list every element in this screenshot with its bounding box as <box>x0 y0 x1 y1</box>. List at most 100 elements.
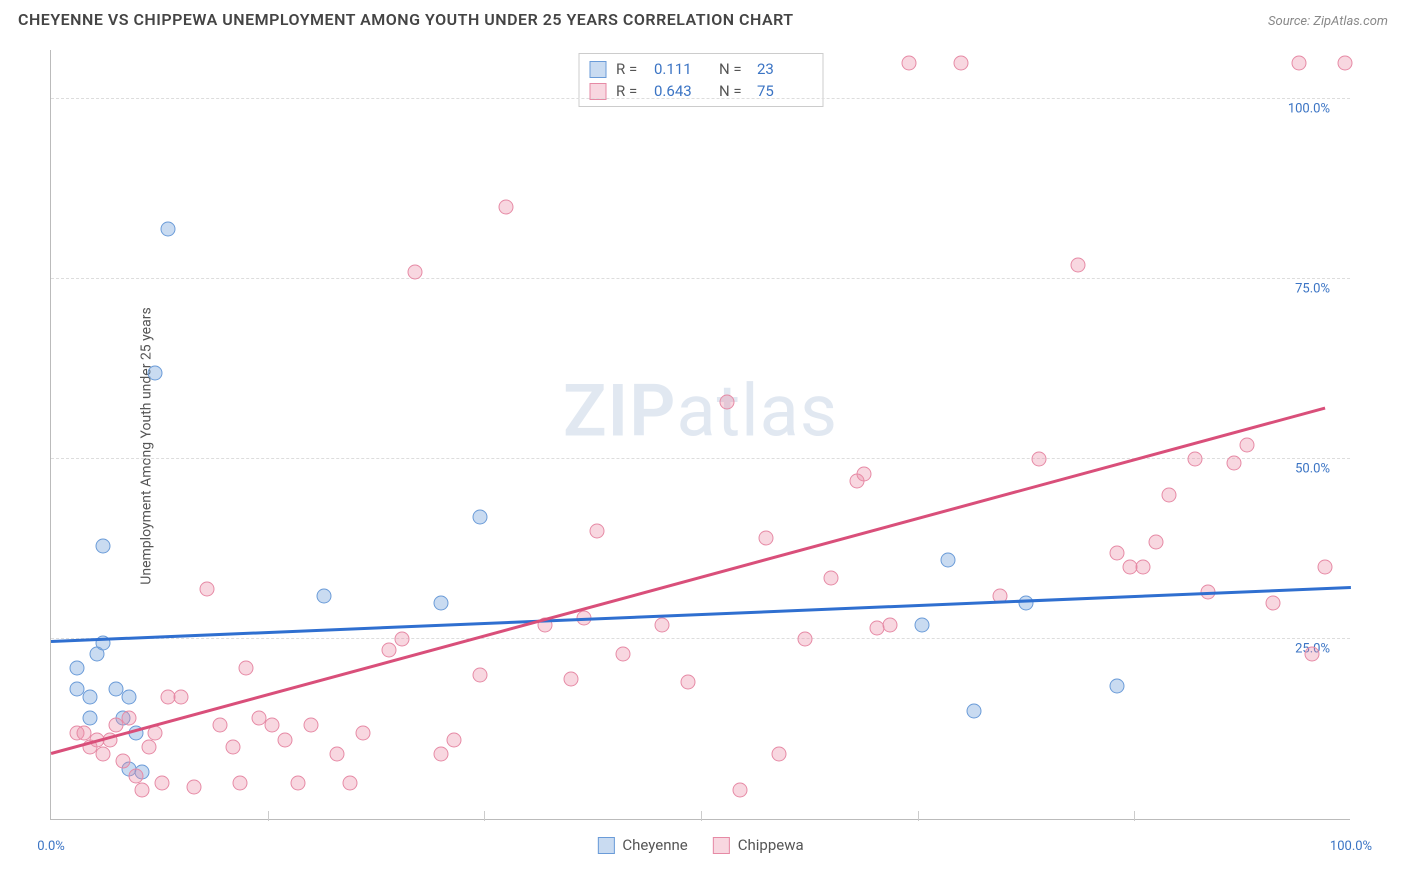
data-point <box>382 642 397 657</box>
data-point <box>941 552 956 567</box>
plot-area: ZIPatlas R =0.111N =23R =0.643N =75 Chey… <box>50 50 1350 820</box>
legend-label: Cheyenne <box>622 836 687 854</box>
data-point <box>200 581 215 596</box>
trend-line <box>51 586 1351 642</box>
data-point <box>304 718 319 733</box>
data-point <box>590 524 605 539</box>
data-point <box>655 617 670 632</box>
data-point <box>733 783 748 798</box>
watermark: ZIPatlas <box>563 369 838 454</box>
data-point <box>967 704 982 719</box>
data-point <box>447 732 462 747</box>
data-point <box>1149 534 1164 549</box>
gridline <box>51 458 1350 459</box>
y-tick-label: 50.0% <box>1295 462 1330 477</box>
gridline <box>51 278 1350 279</box>
data-point <box>395 632 410 647</box>
data-point <box>616 646 631 661</box>
data-point <box>915 617 930 632</box>
data-point <box>473 509 488 524</box>
data-point <box>1266 596 1281 611</box>
data-point <box>1162 488 1177 503</box>
data-point <box>128 768 143 783</box>
data-point <box>1318 560 1333 575</box>
data-point <box>798 632 813 647</box>
data-point <box>226 740 241 755</box>
x-tick-label: 100.0% <box>1330 839 1372 854</box>
data-point <box>434 747 449 762</box>
x-tick-label: 0.0% <box>37 839 65 854</box>
data-point <box>499 200 514 215</box>
data-point <box>1110 545 1125 560</box>
gridline <box>51 638 1350 639</box>
data-point <box>1292 56 1307 71</box>
data-point <box>278 732 293 747</box>
data-point <box>1032 452 1047 467</box>
y-tick-label: 75.0% <box>1295 282 1330 297</box>
data-point <box>772 747 787 762</box>
legend-swatch <box>597 837 614 854</box>
data-point <box>96 538 111 553</box>
data-point <box>187 779 202 794</box>
legend-item: Cheyenne <box>597 836 687 854</box>
data-point <box>824 570 839 585</box>
data-point <box>330 747 345 762</box>
data-point <box>564 671 579 686</box>
x-tick <box>1134 811 1135 821</box>
data-point <box>434 596 449 611</box>
data-point <box>232 776 247 791</box>
data-point <box>70 660 85 675</box>
data-point <box>291 776 306 791</box>
legend-label: Chippewa <box>738 836 804 854</box>
data-point <box>265 718 280 733</box>
series-swatch <box>589 83 606 100</box>
data-point <box>161 221 176 236</box>
data-point <box>122 689 137 704</box>
data-point <box>96 747 111 762</box>
data-point <box>1136 560 1151 575</box>
data-point <box>1188 452 1203 467</box>
data-point <box>174 689 189 704</box>
data-point <box>343 776 358 791</box>
data-point <box>681 675 696 690</box>
gridline <box>51 98 1350 99</box>
source-label: Source: ZipAtlas.com <box>1268 14 1388 29</box>
data-point <box>1337 56 1352 71</box>
data-point <box>1240 437 1255 452</box>
data-point <box>83 711 98 726</box>
x-tick <box>484 811 485 821</box>
series-legend: Cheyenne Chippewa <box>597 836 803 854</box>
data-point <box>408 265 423 280</box>
data-point <box>720 394 735 409</box>
series-swatch <box>589 61 606 78</box>
y-tick-label: 100.0% <box>1288 102 1330 117</box>
data-point <box>856 466 871 481</box>
chart-header: CHEYENNE VS CHIPPEWA UNEMPLOYMENT AMONG … <box>18 10 1388 29</box>
data-point <box>473 668 488 683</box>
data-point <box>356 725 371 740</box>
data-point <box>154 776 169 791</box>
data-point <box>1019 596 1034 611</box>
data-point <box>1071 257 1086 272</box>
data-point <box>1227 455 1242 470</box>
data-point <box>1305 646 1320 661</box>
data-point <box>213 718 228 733</box>
data-point <box>122 711 137 726</box>
data-point <box>141 740 156 755</box>
legend-item: Chippewa <box>713 836 804 854</box>
data-point <box>759 531 774 546</box>
data-point <box>239 660 254 675</box>
x-tick <box>268 811 269 821</box>
data-point <box>83 689 98 704</box>
stats-row: R =0.111N =23 <box>589 58 812 80</box>
chart-title: CHEYENNE VS CHIPPEWA UNEMPLOYMENT AMONG … <box>18 10 794 29</box>
data-point <box>148 365 163 380</box>
data-point <box>317 588 332 603</box>
data-point <box>115 754 130 769</box>
data-point <box>1110 678 1125 693</box>
data-point <box>135 783 150 798</box>
data-point <box>954 56 969 71</box>
x-tick <box>701 811 702 821</box>
x-tick <box>918 811 919 821</box>
data-point <box>902 56 917 71</box>
